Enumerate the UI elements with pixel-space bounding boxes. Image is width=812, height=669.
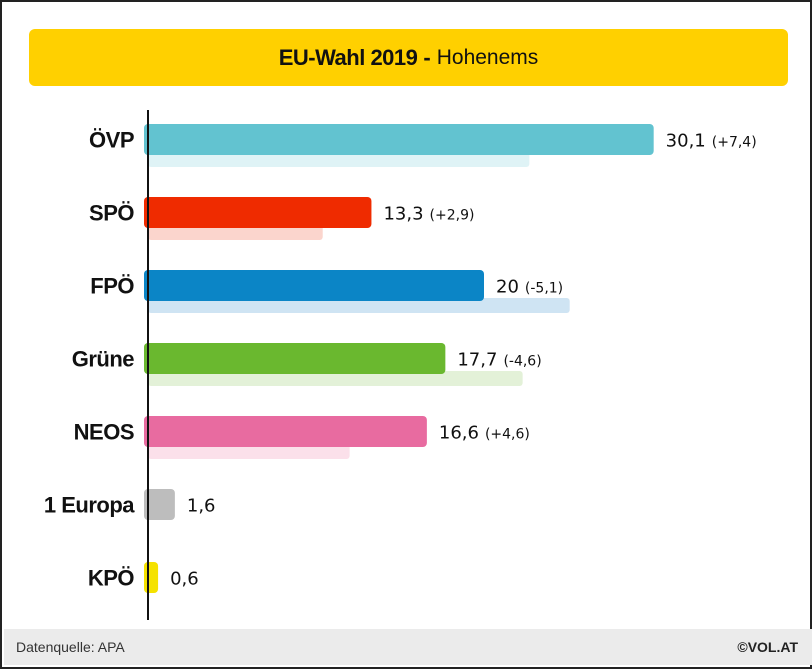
- value-label-neos: 16,6 (+4,6): [439, 423, 530, 444]
- footer: Datenquelle: APA ©VOL.AT: [4, 629, 812, 665]
- category-label-neos: NEOS: [74, 420, 134, 445]
- brand-logo: ©VOL.AT: [737, 639, 798, 655]
- chart-subtitle: Hohenems: [436, 45, 539, 69]
- title-separator: -: [423, 44, 431, 70]
- prev-bar-spö: [148, 225, 323, 240]
- prev-bar-övp: [148, 152, 530, 167]
- category-label-spö: SPÖ: [89, 201, 134, 226]
- bar-kpö: [144, 562, 159, 593]
- category-label-1-europa: 1 Europa: [44, 493, 135, 518]
- bar-chart: ÖVP 30,1 (+7,4) SPÖ 13,3 (+2,9) FPÖ 20 (-5,1) Grü…: [44, 110, 757, 620]
- chart-title: EU-Wahl 2019: [278, 44, 418, 70]
- value-label-grüne: 17,7 (-4,6): [457, 350, 541, 371]
- value-label-fpö: 20 (-5,1): [496, 277, 563, 298]
- prev-bar-grüne: [148, 371, 523, 386]
- value-label-övp: 30,1 (+7,4): [666, 131, 757, 152]
- value-label-kpö: 0,6: [170, 569, 199, 590]
- bar-neos: [144, 416, 427, 447]
- title-bar: EU-Wahl 2019 - Hohenems: [29, 29, 788, 86]
- category-label-fpö: FPÖ: [90, 274, 134, 299]
- bar-1-europa: [144, 489, 175, 520]
- data-source: Datenquelle: APA: [16, 639, 125, 655]
- value-label-spö: 13,3 (+2,9): [383, 204, 474, 225]
- bar-fpö: [144, 270, 484, 301]
- prev-bar-fpö: [148, 298, 570, 313]
- bar-övp: [144, 124, 654, 155]
- bar-spö: [144, 197, 372, 228]
- value-label-1-europa: 1,6: [187, 496, 216, 517]
- prev-bar-neos: [148, 444, 350, 459]
- bar-grüne: [144, 343, 446, 374]
- category-label-övp: ÖVP: [89, 128, 134, 153]
- category-label-grüne: Grüne: [72, 347, 135, 372]
- category-label-kpö: KPÖ: [88, 566, 135, 591]
